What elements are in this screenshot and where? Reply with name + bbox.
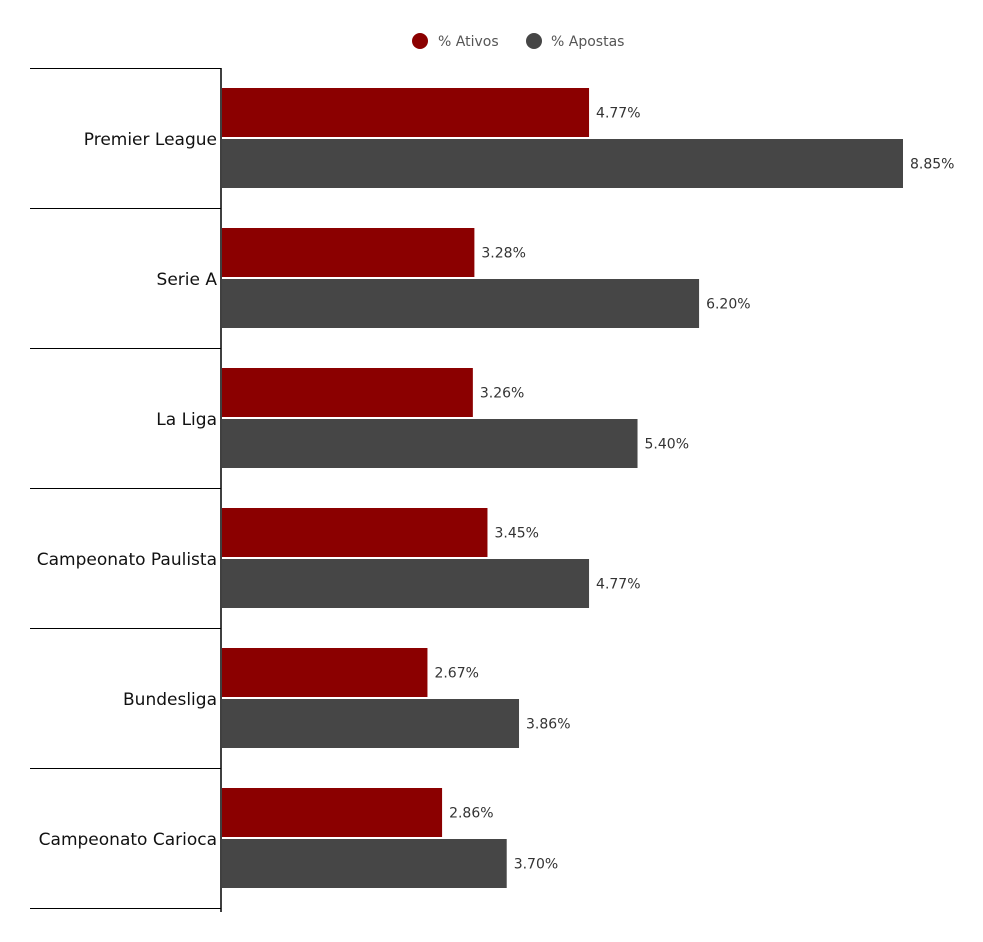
category-label: Serie A (157, 270, 218, 290)
bar-ativos (222, 648, 428, 697)
labels: Premier League 4.77% 8.85% Serie A 3.28% 6.20… (37, 106, 955, 873)
category-label: Bundesliga (123, 690, 217, 710)
bar-apostas (222, 139, 903, 188)
data-label: 3.45% (494, 526, 538, 542)
data-label: 4.77% (596, 106, 640, 122)
bar-ativos (222, 88, 590, 137)
bar-ativos (222, 788, 443, 837)
data-label: 6.20% (706, 297, 750, 313)
category-label: La Liga (156, 410, 217, 430)
category-label: Campeonato Carioca (39, 830, 217, 850)
bar-apostas (222, 699, 520, 748)
legend-marker-1 (412, 33, 428, 49)
data-label: 5.40% (645, 437, 689, 453)
legend-label-1: % Ativos (438, 34, 499, 50)
data-label: 4.77% (596, 577, 640, 593)
data-label: 3.70% (514, 857, 558, 873)
data-label: 3.28% (481, 246, 525, 262)
legend-marker-2 (526, 33, 542, 49)
bar-ativos (222, 228, 475, 277)
data-label: 2.86% (449, 806, 493, 822)
data-label: 3.26% (480, 386, 524, 402)
bar-ativos (222, 368, 473, 417)
bars (222, 88, 903, 888)
bar-apostas (222, 419, 638, 468)
legend: % Ativos % Apostas (412, 33, 624, 50)
bar-apostas (222, 559, 590, 608)
bar-apostas (222, 279, 700, 328)
bar-apostas (222, 839, 507, 888)
bar-ativos (222, 508, 488, 557)
data-label: 3.86% (526, 717, 570, 733)
legend-label-2: % Apostas (551, 34, 624, 50)
axes (30, 68, 222, 912)
category-label: Campeonato Paulista (37, 550, 217, 570)
category-label: Premier League (84, 130, 217, 150)
data-label: 2.67% (434, 666, 478, 682)
data-label: 8.85% (910, 157, 954, 173)
